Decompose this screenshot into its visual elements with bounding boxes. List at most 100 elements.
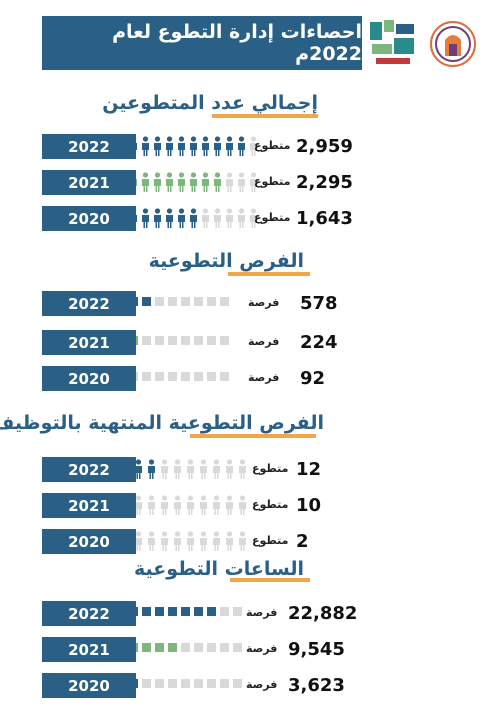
person-icon [226,495,233,515]
value-label: 10 [296,495,322,516]
person-icon [187,459,194,479]
square-icon [168,607,177,616]
square-icon [194,679,203,688]
square-icon [233,643,242,652]
square-icon [194,607,203,616]
person-icon [166,172,173,192]
square-icon [220,372,229,381]
person-icon [154,136,161,156]
square-icon [207,607,216,616]
person-icon [190,136,197,156]
square-icon [233,607,242,616]
person-icon [178,172,185,192]
person-icon [214,172,221,192]
unit-label: متطوع [254,139,291,152]
person-icon [202,136,209,156]
value-label: 92 [300,368,326,389]
person-icon [142,136,149,156]
page-title: احصاءات إدارة التطوع لعام 2022م [42,16,362,70]
square-icon [181,607,190,616]
square-icon [168,679,177,688]
square-icon [155,336,164,345]
square-icon [220,607,229,616]
square-icon [207,643,216,652]
person-icon [202,208,209,228]
section-title-underline [212,114,318,118]
unit-label: متطوع [252,534,289,547]
square-icon [233,679,242,688]
year-badge: 2022 [42,601,136,626]
person-icon [135,495,142,515]
square-icon [155,297,164,306]
person-icon [213,495,220,515]
square-icon [220,297,229,306]
year-badge: 2022 [42,291,136,316]
person-icon [161,531,168,551]
square-icon [194,336,203,345]
person-icon [187,495,194,515]
year-badge: 2020 [42,529,136,554]
square-icon [155,607,164,616]
section-title-underline [190,434,316,438]
square-icon [220,643,229,652]
value-label: 2 [296,531,309,552]
organization-emblem [430,21,476,67]
square-icon [181,372,190,381]
square-icon [194,643,203,652]
value-label: 12 [296,459,322,480]
unit-label: فرصة [246,642,278,655]
square-icon [142,607,151,616]
square-icon [194,297,203,306]
section-title: الفرص التطوعية المنتهية بالتوظيف [0,412,324,434]
year-badge: 2020 [42,673,136,698]
square-icon [181,643,190,652]
year-badge: 2021 [42,330,136,355]
year-badge: 2022 [42,457,136,482]
value-label: 3,623 [288,675,345,696]
section-title-underline [230,578,310,582]
year-badge: 2020 [42,366,136,391]
person-icon [161,495,168,515]
square-icon [220,679,229,688]
person-icon [148,531,155,551]
square-icon [194,372,203,381]
unit-label: متطوع [252,462,289,475]
square-icon [168,336,177,345]
person-icon [250,208,257,228]
person-icon [213,531,220,551]
person-icon [238,208,245,228]
person-icon [213,459,220,479]
square-icon [155,679,164,688]
year-badge: 2021 [42,170,136,195]
section-title: الساعات التطوعية [133,558,304,580]
square-icon [181,297,190,306]
square-icon [207,372,216,381]
year-badge: 2020 [42,206,136,231]
person-icon [238,136,245,156]
person-icon [178,208,185,228]
person-icon [202,172,209,192]
person-icon [190,208,197,228]
person-icon [174,495,181,515]
person-icon [239,459,246,479]
person-icon [214,136,221,156]
person-icon [148,495,155,515]
square-icon [181,679,190,688]
person-icon [239,495,246,515]
person-icon [200,459,207,479]
person-icon [135,459,142,479]
square-icon [142,336,151,345]
square-icon [207,336,216,345]
person-icon [239,531,246,551]
person-icon [142,172,149,192]
square-icon [168,372,177,381]
unit-label: فرصة [248,371,280,384]
square-icon [142,372,151,381]
value-label: 22,882 [288,603,358,624]
person-icon [142,208,149,228]
person-icon [154,172,161,192]
square-icon [142,643,151,652]
person-icon [226,172,233,192]
square-icon [220,336,229,345]
unit-label: متطوع [254,211,291,224]
